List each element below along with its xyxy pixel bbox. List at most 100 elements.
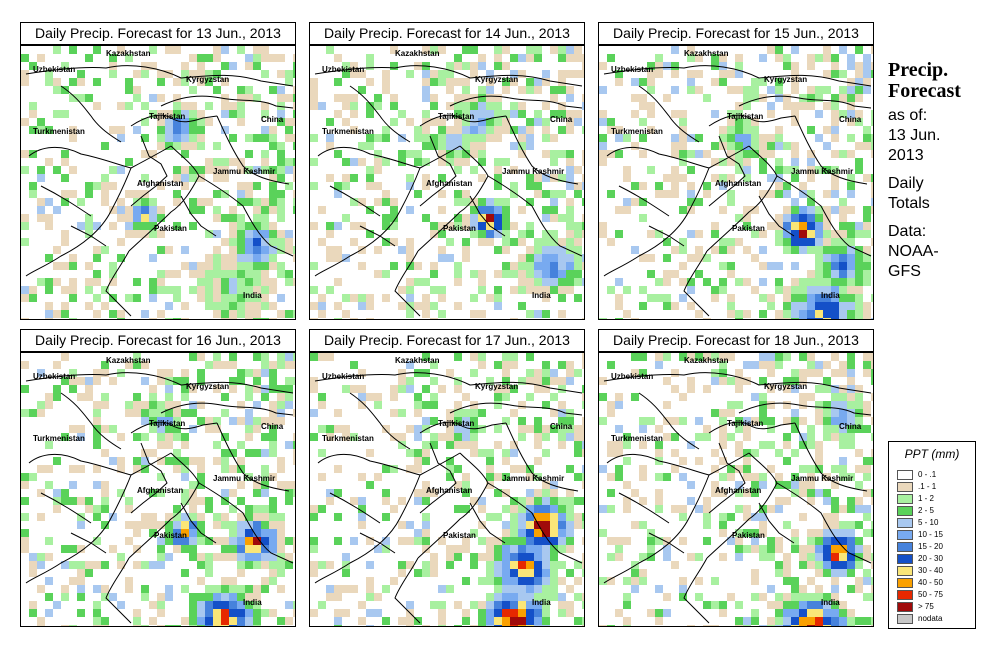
precip-cell — [430, 417, 438, 425]
precip-cell — [775, 593, 783, 601]
precip-cell — [173, 126, 181, 134]
precip-cell — [157, 425, 165, 433]
precip-cell — [751, 481, 759, 489]
precip-cell — [542, 254, 550, 262]
precip-cell — [261, 561, 269, 569]
precip-cell — [438, 286, 446, 294]
precip-cell — [863, 222, 871, 230]
precip-cell — [213, 302, 221, 310]
precip-cell — [157, 94, 165, 102]
precip-cell — [181, 489, 189, 497]
precip-cell — [615, 318, 623, 319]
precip-cell — [173, 142, 181, 150]
precip-cell — [253, 230, 261, 238]
precip-cell — [582, 553, 584, 561]
legend-swatch — [897, 578, 913, 588]
precip-cell — [269, 126, 277, 134]
precip-cell — [647, 62, 655, 70]
precip-cell — [133, 198, 141, 206]
precip-cell — [494, 222, 502, 230]
precip-cell — [414, 126, 422, 134]
precip-cell — [229, 609, 237, 617]
precip-cell — [823, 142, 831, 150]
boundary-line — [314, 65, 583, 87]
precip-cell — [518, 561, 526, 569]
precip-cell — [550, 254, 558, 262]
precip-cell — [542, 433, 550, 441]
precip-cell — [213, 286, 221, 294]
precip-cell — [462, 545, 470, 553]
precip-cell — [269, 222, 277, 230]
precip-cell — [735, 142, 743, 150]
precip-cell — [358, 521, 366, 529]
precip-cell — [510, 465, 518, 473]
precip-cell — [141, 62, 149, 70]
precip-cell — [815, 601, 823, 609]
precip-cell — [181, 377, 189, 385]
precip-cell — [574, 513, 582, 521]
precip-cell — [454, 110, 462, 118]
precip-cell — [775, 134, 783, 142]
precip-cell — [502, 222, 510, 230]
precip-cell — [221, 254, 229, 262]
precip-cell — [831, 286, 839, 294]
precip-cell — [181, 441, 189, 449]
precip-cell — [831, 585, 839, 593]
precip-cell — [735, 166, 743, 174]
precip-cell — [711, 481, 719, 489]
precip-cell — [470, 102, 478, 110]
precip-cell — [285, 126, 293, 134]
precip-cell — [462, 489, 470, 497]
precip-cell — [791, 385, 799, 393]
precip-cell — [229, 505, 237, 513]
precip-cell — [229, 529, 237, 537]
precip-cell — [77, 521, 85, 529]
precip-cell — [518, 278, 526, 286]
precip-cell — [189, 118, 197, 126]
precip-cell — [366, 318, 374, 319]
precip-cell — [398, 246, 406, 254]
precip-cell — [454, 214, 462, 222]
precip-cell — [839, 625, 847, 626]
precip-cell — [582, 465, 584, 473]
precip-cell — [253, 246, 261, 254]
boundary-line — [60, 85, 122, 143]
precip-cell — [582, 262, 584, 270]
legend-swatch — [897, 614, 913, 624]
precip-cell — [141, 134, 149, 142]
precip-cell — [639, 441, 647, 449]
precip-cell — [847, 521, 855, 529]
precip-cell — [414, 497, 422, 505]
boundary-line — [738, 402, 872, 416]
precip-cell — [157, 182, 165, 190]
precip-cell — [671, 369, 679, 377]
country-label-kyrgyzstan: Kyrgyzstan — [764, 382, 807, 391]
precip-cell — [719, 529, 727, 537]
precip-cell — [61, 238, 69, 246]
precip-cell — [221, 449, 229, 457]
precip-cell — [390, 102, 398, 110]
precip-cell — [45, 481, 53, 489]
precip-cell — [277, 393, 285, 401]
boundary-line — [469, 502, 506, 544]
precip-cell — [406, 385, 414, 393]
precip-cell — [197, 294, 205, 302]
precip-cell — [743, 489, 751, 497]
precip-cell — [197, 118, 205, 126]
precip-cell — [542, 545, 550, 553]
precip-cell — [93, 254, 101, 262]
precip-cell — [382, 465, 390, 473]
precip-cell — [719, 62, 727, 70]
precip-cell — [213, 310, 221, 318]
precip-cell — [831, 62, 839, 70]
precip-cell — [791, 449, 799, 457]
precip-cell — [695, 310, 703, 318]
precip-cell — [494, 62, 502, 70]
precip-cell — [534, 246, 542, 254]
precip-cell — [526, 134, 534, 142]
precip-cell — [277, 86, 285, 94]
precip-cell — [438, 70, 446, 78]
precip-cell — [253, 310, 261, 318]
legend-item: 0 - .1 — [897, 469, 973, 481]
precip-cell — [245, 561, 253, 569]
